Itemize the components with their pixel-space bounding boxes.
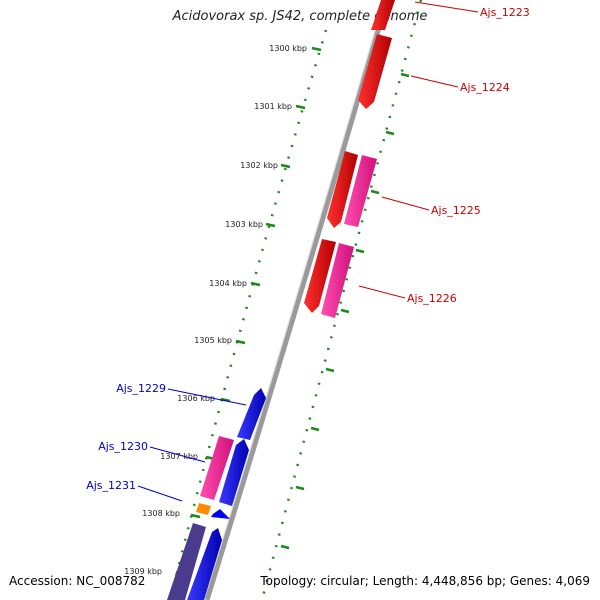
gene-ajs-1230-b[interactable] bbox=[219, 439, 249, 506]
gene-label-ajs-1229[interactable]: Ajs_1229 bbox=[116, 382, 166, 395]
tick-label: 1308 kbp bbox=[142, 509, 180, 518]
gene-ajs-1226-b[interactable] bbox=[321, 243, 354, 318]
gene-ajs-1224[interactable] bbox=[358, 34, 392, 109]
map-title: Acidovorax sp. JS42, complete genome bbox=[172, 9, 428, 24]
gene-ajs-1226-a[interactable] bbox=[304, 239, 336, 313]
accession-text: Accession: NC_008782 bbox=[9, 574, 146, 588]
tick-label: 1300 kbp bbox=[269, 44, 307, 53]
gene-ajs-1223[interactable] bbox=[371, 0, 395, 30]
tick-label: 1309 kbp bbox=[124, 567, 162, 576]
gene-label-ajs-1231[interactable]: Ajs_1231 bbox=[86, 479, 136, 492]
leader-lines bbox=[137, 1, 479, 502]
tick-label: 1302 kbp bbox=[240, 161, 278, 170]
tick-label: 1301 kbp bbox=[254, 102, 292, 111]
forward-features bbox=[304, 0, 395, 318]
gene-ajs-1225-b[interactable] bbox=[344, 155, 377, 227]
gene-label-ajs-1226[interactable]: Ajs_1226 bbox=[407, 292, 457, 305]
gene-ajs-1231-a[interactable] bbox=[196, 503, 211, 515]
gene-label-ajs-1230[interactable]: Ajs_1230 bbox=[98, 440, 148, 453]
tick-label: 1306 kbp bbox=[177, 394, 215, 403]
tick-label: 1305 kbp bbox=[194, 336, 232, 345]
gene-ajs-1231-b[interactable] bbox=[211, 509, 230, 519]
topology-text: Topology: circular; Length: 4,448,856 bp… bbox=[260, 574, 590, 588]
gene-labels: Ajs_1223 Ajs_1224 Ajs_1225 Ajs_1226 Ajs_… bbox=[86, 6, 530, 492]
gene-label-ajs-1224[interactable]: Ajs_1224 bbox=[460, 81, 510, 94]
reverse-features bbox=[167, 388, 266, 600]
outer-tick-ring bbox=[260, 0, 423, 600]
backbone-highlight bbox=[203, 0, 385, 600]
tick-label: 1307 kbp bbox=[160, 452, 198, 461]
gene-label-ajs-1223[interactable]: Ajs_1223 bbox=[480, 6, 530, 19]
backbone-arc bbox=[204, 0, 390, 600]
tick-labels: 1300 kbp 1301 kbp 1302 kbp 1303 kbp 1304… bbox=[124, 44, 307, 576]
dark-feature[interactable] bbox=[167, 523, 206, 600]
gene-label-ajs-1225[interactable]: Ajs_1225 bbox=[431, 204, 481, 217]
tick-label: 1303 kbp bbox=[225, 220, 263, 229]
tick-label: 1304 kbp bbox=[209, 279, 247, 288]
gene-ajs-1230-a[interactable] bbox=[200, 436, 234, 500]
gene-ajs-1225-a[interactable] bbox=[327, 151, 358, 228]
gene-ajs-1229[interactable] bbox=[237, 388, 266, 440]
gene-blue-bottom[interactable] bbox=[187, 528, 222, 600]
